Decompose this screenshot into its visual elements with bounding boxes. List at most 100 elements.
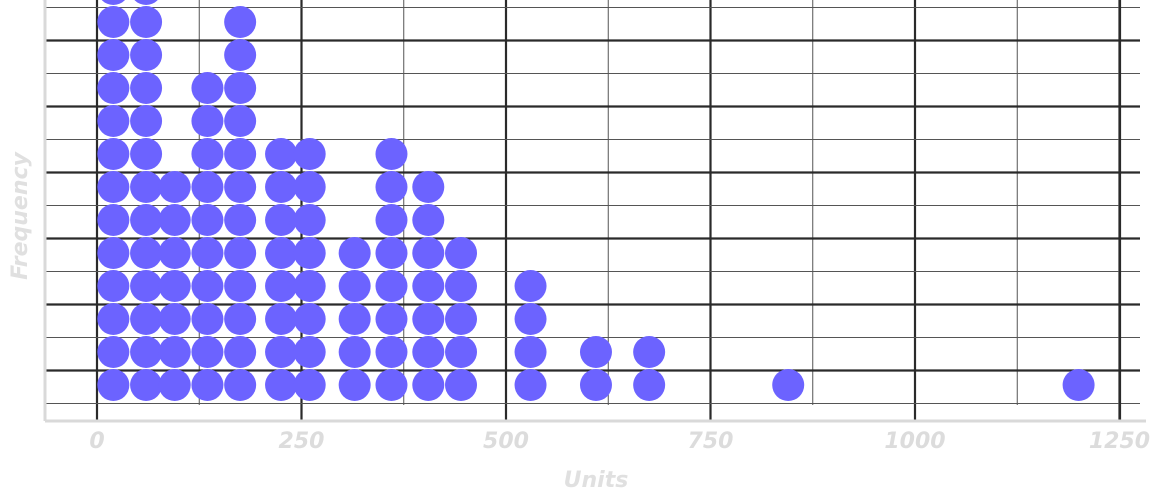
data-dot xyxy=(445,270,478,302)
data-dot xyxy=(633,369,666,401)
data-dot xyxy=(191,336,224,368)
axes xyxy=(43,0,1146,423)
data-dot xyxy=(130,369,163,401)
data-dot xyxy=(375,270,408,302)
data-dot xyxy=(191,270,224,302)
data-dot xyxy=(445,336,478,368)
data-dot xyxy=(579,369,612,401)
data-dot xyxy=(224,6,257,38)
data-dot xyxy=(265,237,298,269)
data-dot xyxy=(158,303,191,335)
data-dot xyxy=(412,237,445,269)
data-dot xyxy=(158,171,191,203)
data-dot xyxy=(97,39,130,71)
data-dot xyxy=(158,204,191,236)
data-dot xyxy=(97,105,130,137)
data-dot xyxy=(445,303,478,335)
data-dot xyxy=(514,303,547,335)
data-dot xyxy=(130,270,163,302)
data-dot xyxy=(1062,369,1095,401)
data-dot xyxy=(265,204,298,236)
data-dot xyxy=(265,171,298,203)
data-dot xyxy=(158,237,191,269)
data-dot xyxy=(445,237,478,269)
data-dot xyxy=(293,171,326,203)
data-dot xyxy=(375,237,408,269)
x-tick-label: 0 xyxy=(89,429,104,454)
data-dot xyxy=(293,237,326,269)
data-dot xyxy=(293,138,326,170)
data-dot xyxy=(412,336,445,368)
data-dot xyxy=(97,237,130,269)
data-dot xyxy=(375,138,408,170)
data-dot xyxy=(265,336,298,368)
data-dot xyxy=(97,270,130,302)
x-tick-label: 250 xyxy=(279,429,325,454)
data-dot xyxy=(579,336,612,368)
x-tick-labels: 0 250 500 750 1000 1250 xyxy=(89,429,1150,454)
x-tick-label: 500 xyxy=(483,429,529,454)
data-dot xyxy=(514,369,547,401)
x-tick-label: 1250 xyxy=(1089,429,1150,454)
data-dot xyxy=(224,270,257,302)
data-dot xyxy=(130,72,163,104)
data-dot xyxy=(224,72,257,104)
data-dot xyxy=(130,138,163,170)
data-dot xyxy=(191,105,224,137)
data-dot xyxy=(130,204,163,236)
data-dot xyxy=(412,171,445,203)
data-dot xyxy=(265,303,298,335)
data-dot xyxy=(772,369,805,401)
data-dot xyxy=(412,303,445,335)
data-dot xyxy=(338,303,371,335)
data-dot xyxy=(130,6,163,38)
data-dot xyxy=(158,369,191,401)
x-tick-label: 750 xyxy=(688,429,734,454)
data-dot xyxy=(130,105,163,137)
data-dot xyxy=(224,204,257,236)
data-dot xyxy=(130,303,163,335)
x-tick-label: 1000 xyxy=(884,429,945,454)
data-dot xyxy=(191,171,224,203)
data-dot xyxy=(338,270,371,302)
data-dot xyxy=(412,204,445,236)
data-dot xyxy=(191,303,224,335)
data-dot xyxy=(633,336,666,368)
data-dot xyxy=(97,303,130,335)
data-dot xyxy=(375,171,408,203)
data-dot xyxy=(412,270,445,302)
data-dot xyxy=(224,369,257,401)
data-dot xyxy=(191,138,224,170)
data-dot xyxy=(338,369,371,401)
data-dot xyxy=(265,369,298,401)
dots xyxy=(97,0,1095,401)
data-dot xyxy=(514,336,547,368)
data-dot xyxy=(224,105,257,137)
data-dot xyxy=(97,171,130,203)
data-dot xyxy=(445,369,478,401)
data-dot xyxy=(224,138,257,170)
data-dot xyxy=(514,270,547,302)
data-dot xyxy=(224,237,257,269)
data-dot xyxy=(97,72,130,104)
data-dot xyxy=(97,336,130,368)
data-dot xyxy=(412,369,445,401)
data-dot xyxy=(97,369,130,401)
data-dot xyxy=(158,270,191,302)
data-dot xyxy=(130,237,163,269)
x-axis-title: Units xyxy=(564,468,629,493)
data-dot xyxy=(265,270,298,302)
data-dot xyxy=(293,204,326,236)
data-dot xyxy=(97,6,130,38)
data-dot xyxy=(224,336,257,368)
data-dot xyxy=(375,204,408,236)
data-dot xyxy=(293,369,326,401)
data-dot xyxy=(134,0,158,5)
data-dot xyxy=(191,72,224,104)
data-dot xyxy=(101,0,125,5)
data-dot xyxy=(97,138,130,170)
data-dot xyxy=(338,336,371,368)
data-dot xyxy=(97,204,130,236)
data-dot xyxy=(191,237,224,269)
